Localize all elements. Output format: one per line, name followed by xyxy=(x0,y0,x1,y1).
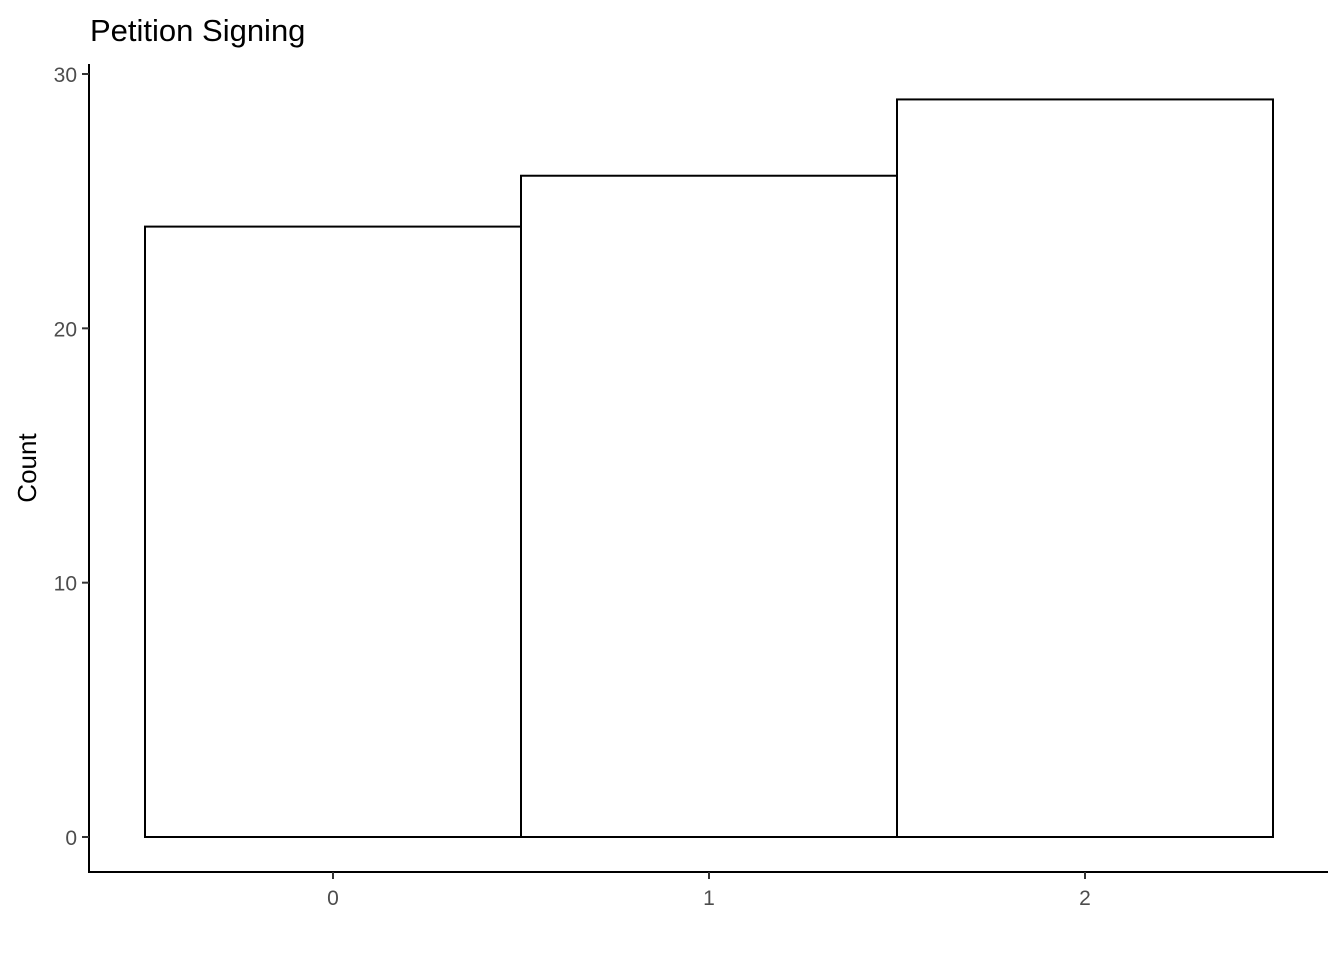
x-tick-label: 2 xyxy=(1079,887,1091,910)
y-ticks-group: 0 10 20 30 xyxy=(54,64,89,850)
x-tick-label: 0 xyxy=(327,887,339,910)
y-axis-label: Count xyxy=(12,433,42,503)
x-tick-label: 1 xyxy=(703,887,715,910)
bar-1 xyxy=(520,174,898,838)
y-tick-label: 30 xyxy=(54,64,77,87)
bar-0 xyxy=(144,225,522,839)
bars-group xyxy=(144,98,1274,839)
x-ticks-group: 0 1 2 xyxy=(327,872,1091,910)
y-tick-label: 10 xyxy=(54,573,77,596)
y-tick-label: 20 xyxy=(54,318,77,341)
chart-title: Petition Signing xyxy=(90,13,305,48)
bar-2 xyxy=(896,98,1274,838)
y-tick-label: 0 xyxy=(65,827,77,850)
